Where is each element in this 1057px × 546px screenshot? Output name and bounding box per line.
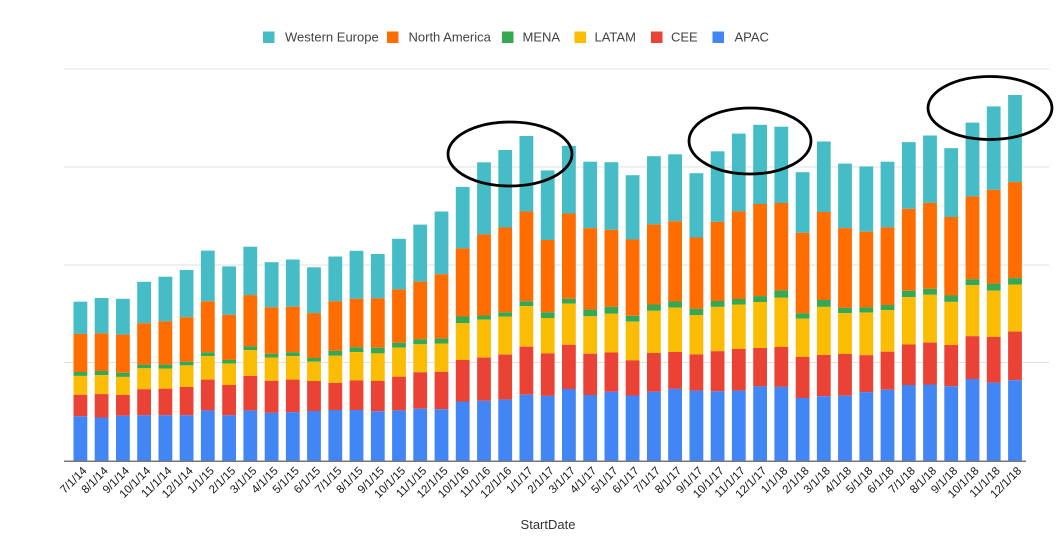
svg-text:APAC: APAC (735, 30, 769, 45)
svg-text:CEE: CEE (671, 30, 698, 45)
svg-text:Western Europe: Western Europe (285, 30, 379, 45)
svg-text:North America: North America (409, 30, 492, 45)
svg-text:StartDate: StartDate (521, 517, 576, 532)
svg-text:LATAM: LATAM (595, 30, 636, 45)
svg-text:MENA: MENA (523, 30, 561, 45)
